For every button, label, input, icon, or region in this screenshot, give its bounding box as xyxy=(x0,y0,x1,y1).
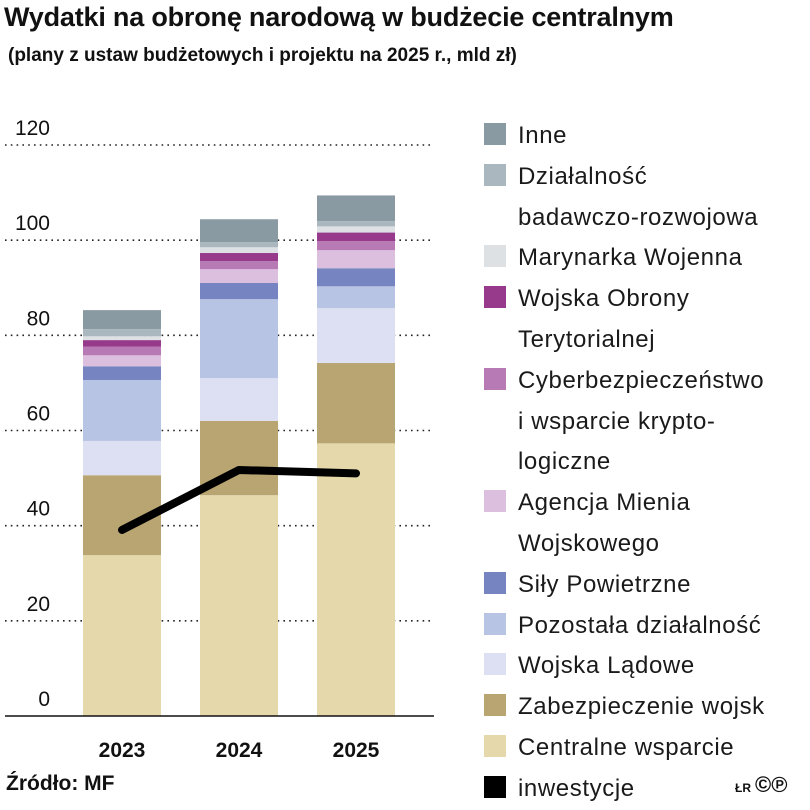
bar-segment xyxy=(200,269,278,283)
legend-swatch xyxy=(484,164,506,186)
bar-segment xyxy=(317,363,395,443)
bar-segment xyxy=(200,242,278,247)
legend-item: Siły Powietrzne xyxy=(484,565,765,606)
x-tick-label: 2024 xyxy=(216,739,263,762)
legend-item: Inne xyxy=(484,116,765,157)
legend-swatch xyxy=(484,694,506,716)
legend-label: Wojska Obrony xyxy=(518,279,765,320)
bar-segment xyxy=(83,355,161,366)
legend-swatch xyxy=(484,735,506,757)
bar-segment xyxy=(200,219,278,242)
source-note: Źródło: MF xyxy=(6,772,114,796)
legend-swatch xyxy=(484,490,506,512)
bar-segment xyxy=(317,221,395,226)
legend-label: Wojskowego xyxy=(518,524,765,565)
legend-swatch xyxy=(484,776,506,798)
legend-label: Agencja Mienia xyxy=(518,483,765,524)
bar-segment xyxy=(317,226,395,232)
bar-segment xyxy=(317,195,395,221)
legend-label: i wsparcie krypto- xyxy=(518,402,765,443)
bar-segment xyxy=(200,495,278,716)
legend-label: Pozostała działalność xyxy=(518,606,765,647)
legend-swatch xyxy=(484,245,506,267)
publisher-logo: ŁR©℗ xyxy=(735,772,787,798)
legend-swatch xyxy=(484,286,506,308)
bar-segment xyxy=(83,336,161,340)
bar-segment xyxy=(200,253,278,261)
bar-segment xyxy=(83,347,161,356)
legend-label: logiczne xyxy=(518,442,765,483)
legend-label: Zabezpieczenie wojsk xyxy=(518,687,765,728)
legend-swatch xyxy=(484,613,506,635)
legend-item: inwestycje xyxy=(484,769,765,810)
bar-segment xyxy=(83,441,161,475)
bar-segment xyxy=(200,261,278,269)
bar-segment xyxy=(83,380,161,441)
legend-label: Inne xyxy=(518,116,765,157)
legend-swatch xyxy=(484,368,506,390)
legend-swatch xyxy=(484,653,506,675)
legend-label: Marynarka Wojenna xyxy=(518,238,765,279)
bar-segment xyxy=(200,247,278,253)
bar-segment xyxy=(83,366,161,380)
legend-item: Centralne wsparcie xyxy=(484,728,765,769)
legend-label: inwestycje xyxy=(518,769,765,810)
y-tick-label: 100 xyxy=(15,212,50,235)
legend-label: badawczo-rozwojowa xyxy=(518,198,765,239)
bar-segment xyxy=(317,443,395,716)
bar-segment xyxy=(83,329,161,336)
bar-segment xyxy=(317,286,395,308)
y-tick-label: 40 xyxy=(27,498,50,521)
bar-segment xyxy=(83,340,161,347)
legend-label: Terytorialnej xyxy=(518,320,765,361)
legend-label: Cyberbezpieczeństwo xyxy=(518,361,765,402)
bar-segment xyxy=(317,241,395,250)
bar-segment xyxy=(83,310,161,329)
y-tick-label: 20 xyxy=(27,593,50,616)
legend-label: Siły Powietrzne xyxy=(518,565,765,606)
y-tick-label: 60 xyxy=(27,403,50,426)
legend-item: Pozostała działalność xyxy=(484,606,765,647)
legend-item: Zabezpieczenie wojsk xyxy=(484,687,765,728)
x-tick-label: 2023 xyxy=(99,739,146,762)
bar-segment xyxy=(317,308,395,363)
bar-segment xyxy=(200,283,278,299)
bar-segment xyxy=(317,250,395,268)
x-tick-label: 2025 xyxy=(333,739,380,762)
bar-segment xyxy=(200,299,278,378)
y-tick-label: 80 xyxy=(27,307,50,330)
legend-label: Działalność xyxy=(518,157,765,198)
y-tick-label: 0 xyxy=(38,688,50,711)
bar-segment xyxy=(83,555,161,716)
legend-swatch xyxy=(484,572,506,594)
y-tick-label: 120 xyxy=(15,117,50,140)
legend-label: Centralne wsparcie xyxy=(518,728,765,769)
bar-segment xyxy=(317,233,395,242)
bar-segment xyxy=(200,378,278,421)
legend-label: Wojska Lądowe xyxy=(518,646,765,687)
legend-item: Wojska Lądowe xyxy=(484,646,765,687)
legend-item: Marynarka Wojenna xyxy=(484,238,765,279)
bar-segment xyxy=(317,268,395,286)
legend-swatch xyxy=(484,123,506,145)
